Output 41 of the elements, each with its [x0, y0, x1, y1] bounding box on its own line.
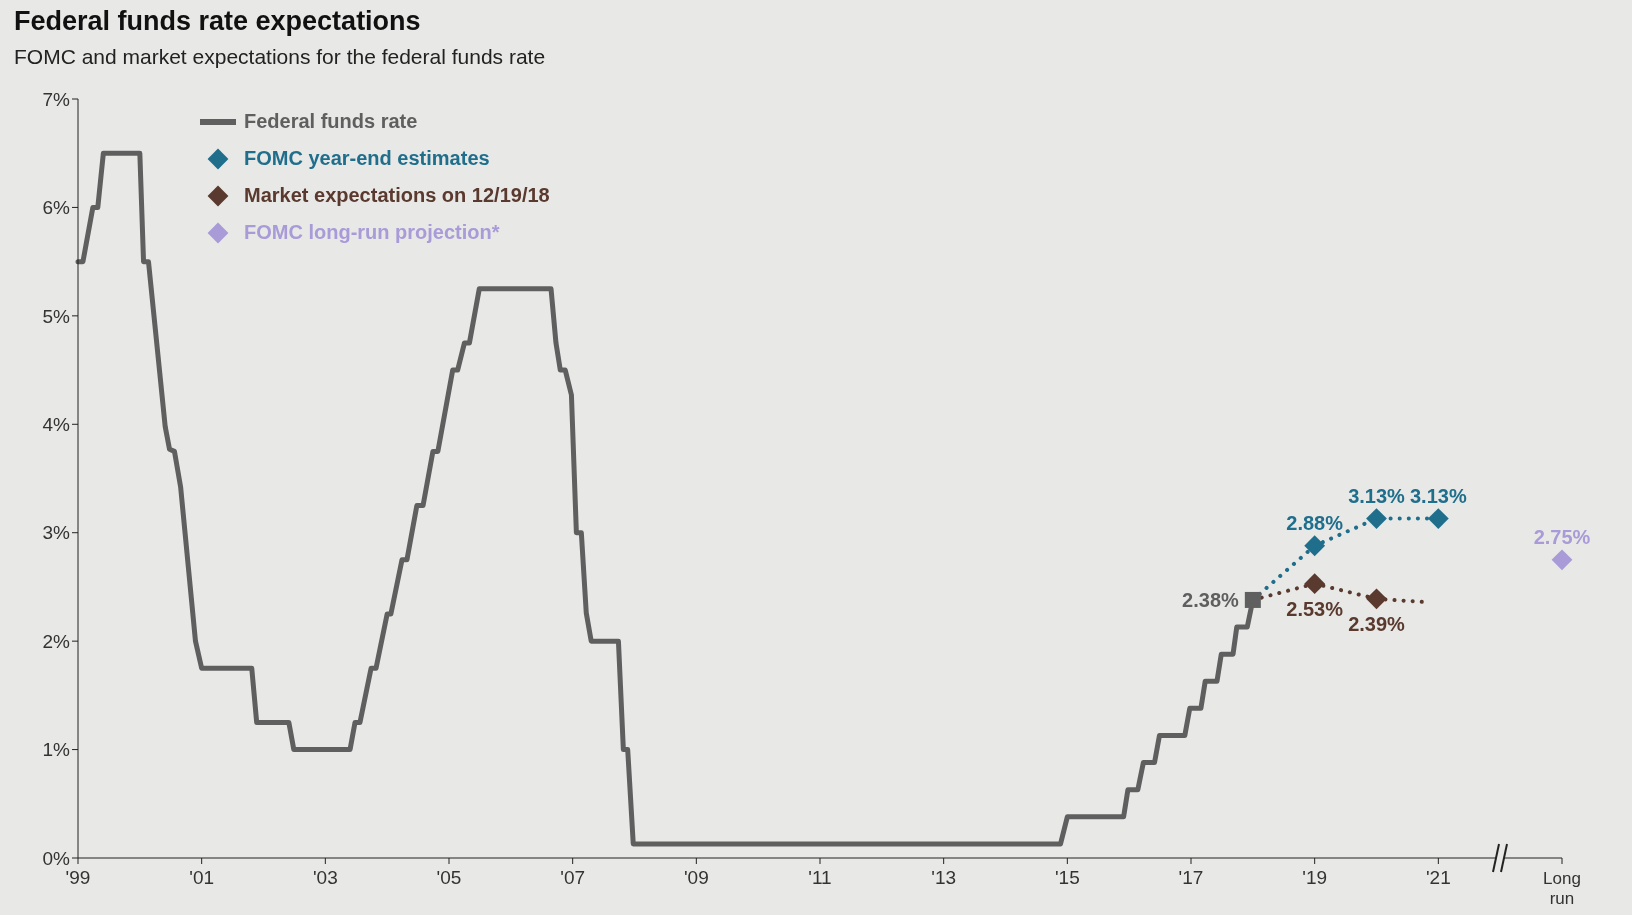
x-tick-label: '19 [1302, 867, 1328, 888]
data-label: 3.13% [1348, 484, 1406, 507]
y-tick-label: 4% [42, 414, 71, 436]
y-tick-label: 3% [42, 522, 71, 544]
y-tick-label: 6% [42, 197, 71, 219]
point [1551, 549, 1573, 571]
chart-subtitle: FOMC and market expectations for the federal funds rate [14, 45, 546, 69]
x-tick-label: '17 [1178, 867, 1204, 888]
x-tick-label: '05 [436, 867, 462, 888]
x-tick-label: '21 [1425, 867, 1451, 888]
y-tick-label: 5% [42, 305, 71, 327]
legend-label: Federal funds rate [244, 110, 418, 133]
y-tick-label: 0% [42, 847, 71, 869]
point [1366, 588, 1387, 610]
data-label: 2.38% [1182, 588, 1240, 611]
data-label: 2.53% [1286, 597, 1344, 620]
x-tick-label: '13 [931, 867, 957, 888]
x-tick-label: '15 [1054, 867, 1080, 888]
legend-label: FOMC year-end estimates [244, 147, 490, 170]
data-label: 3.13% [1409, 484, 1467, 507]
y-tick-label: 1% [42, 739, 71, 761]
y-tick-label: 2% [42, 630, 71, 652]
data-label: 2.75% [1533, 525, 1591, 548]
x-tick-label: '01 [189, 867, 215, 888]
point [1304, 535, 1326, 557]
point [1244, 591, 1261, 608]
data-label: 2.88% [1286, 511, 1344, 534]
point [1366, 508, 1387, 530]
x-tick-label: '07 [560, 867, 586, 888]
point [1304, 573, 1326, 595]
y-tick-label: 7% [42, 88, 71, 110]
legend-label: Market expectations on 12/19/18 [244, 184, 550, 207]
point [1427, 508, 1449, 530]
x-tick-label: Long run [1543, 869, 1581, 908]
x-tick-label: '09 [683, 867, 709, 888]
x-tick-label: '03 [312, 867, 338, 888]
chart-title: Federal funds rate expectations [14, 6, 421, 37]
legend-label: FOMC long-run projection* [244, 221, 500, 244]
data-label: 2.39% [1348, 612, 1406, 635]
x-tick-label: '11 [808, 867, 832, 888]
x-tick-label: '99 [65, 867, 91, 888]
